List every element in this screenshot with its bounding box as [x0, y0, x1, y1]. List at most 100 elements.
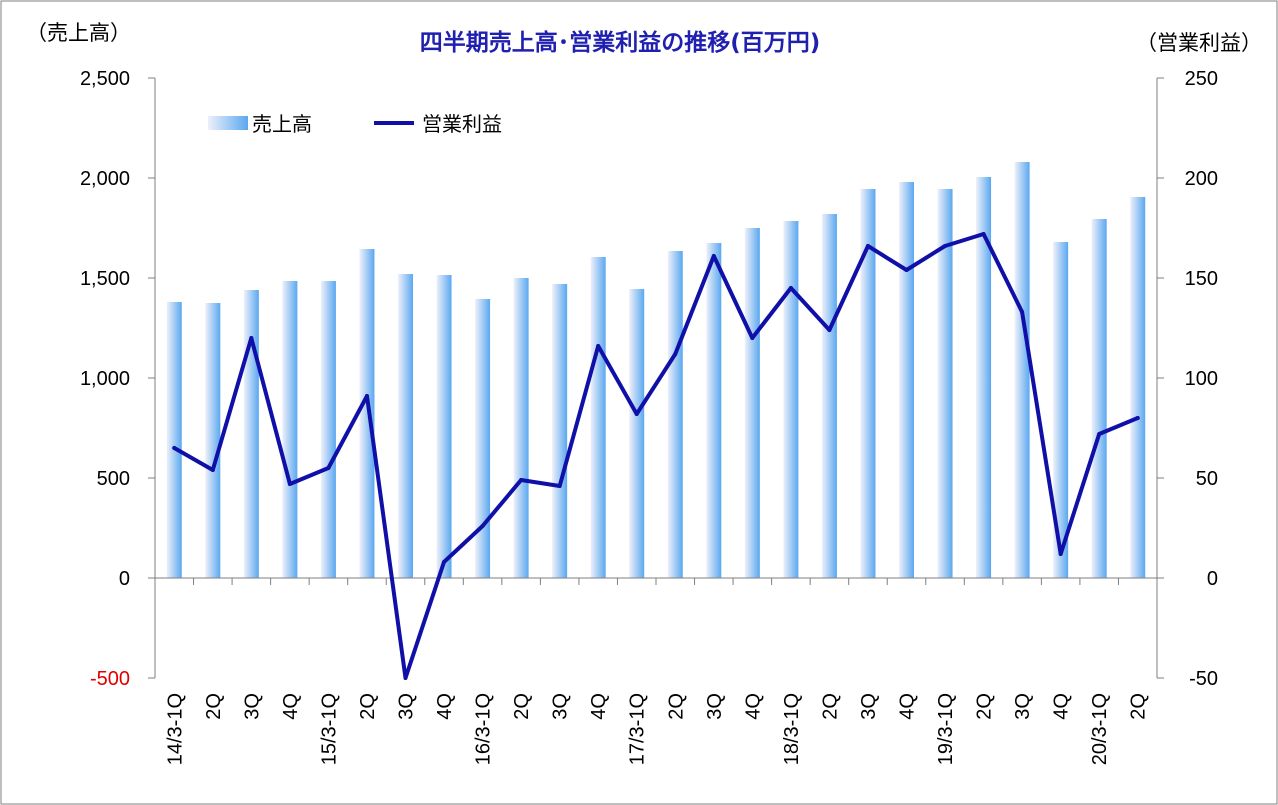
bar-2 — [205, 303, 221, 578]
category-label: 2Q — [974, 693, 996, 720]
legend-swatch-sales — [208, 116, 248, 130]
bar-26 — [1130, 197, 1146, 578]
right-tick-label: 50 — [1196, 468, 1218, 490]
profit-point-25 — [1097, 432, 1102, 436]
category-label: 2Q — [203, 693, 225, 720]
profit-point-14 — [673, 352, 678, 356]
left-axis-ticks: -500 0 500 1,000 1,500 2,000 2,500 — [80, 68, 155, 690]
category-label: 17/3-1Q — [627, 693, 649, 765]
bar-25 — [1091, 219, 1107, 578]
right-axis-unit: （営業利益） — [1136, 31, 1262, 55]
profit-point-10 — [519, 478, 524, 482]
left-tick-label: 1,000 — [80, 368, 130, 390]
bar-19 — [860, 189, 876, 578]
profit-point-12 — [596, 344, 601, 348]
category-label: 2Q — [511, 693, 533, 720]
bar-15 — [706, 243, 722, 578]
legend-label-sales: 売上高 — [252, 112, 312, 136]
category-label: 4Q — [1051, 693, 1073, 720]
bar-6 — [359, 249, 375, 578]
category-label: 14/3-1Q — [164, 693, 186, 765]
category-label: 16/3-1Q — [473, 693, 495, 765]
bar-14 — [667, 251, 683, 578]
category-label: 20/3-1Q — [1089, 693, 1111, 765]
right-tick-label: 0 — [1207, 568, 1218, 590]
category-label: 2Q — [665, 693, 687, 720]
category-label: 3Q — [858, 693, 880, 720]
bar-17 — [783, 221, 799, 578]
legend: 売上高 営業利益 — [208, 112, 502, 136]
category-label: 2Q — [819, 693, 841, 720]
category-label: 3Q — [396, 693, 418, 720]
category-label: 3Q — [1012, 693, 1034, 720]
bar-12 — [590, 257, 606, 578]
profit-point-24 — [1058, 552, 1063, 556]
profit-point-9 — [480, 524, 485, 528]
category-label: 4Q — [434, 693, 456, 720]
left-tick-label: 500 — [97, 468, 130, 490]
bar-11 — [552, 284, 568, 578]
profit-point-1 — [172, 446, 177, 450]
profit-point-2 — [210, 468, 215, 472]
profit-point-17 — [788, 286, 793, 290]
profit-point-20 — [904, 268, 909, 272]
category-label: 15/3-1Q — [318, 693, 340, 765]
bar-5 — [320, 281, 336, 578]
bar-3 — [243, 290, 259, 578]
left-tick-label: 2,000 — [80, 168, 130, 190]
right-tick-label: 100 — [1185, 368, 1218, 390]
category-labels: 14/3-1Q 2Q 3Q 4Q 15/3-1Q 2Q 3Q 4Q 16/3-1Q 2Q 3Q 4Q 1… — [164, 693, 1149, 765]
bar-23 — [1014, 162, 1030, 578]
category-label: 4Q — [280, 693, 302, 720]
profit-point-3 — [249, 336, 254, 340]
bar-1 — [166, 302, 182, 578]
profit-point-26 — [1135, 416, 1140, 420]
category-label: 3Q — [704, 693, 726, 720]
category-label: 4Q — [742, 693, 764, 720]
bar-16 — [744, 228, 760, 578]
profit-point-13 — [634, 412, 639, 416]
bar-10 — [513, 278, 529, 578]
profit-point-23 — [1020, 310, 1025, 314]
category-label: 18/3-1Q — [781, 693, 803, 765]
profit-point-18 — [827, 328, 832, 332]
sales-bars — [166, 162, 1146, 578]
right-tick-label: 200 — [1185, 168, 1218, 190]
profit-point-8 — [442, 560, 447, 564]
left-axis-unit: （売上高） — [26, 21, 131, 45]
category-label: 19/3-1Q — [935, 693, 957, 765]
profit-point-21 — [943, 244, 948, 248]
right-tick-label: 150 — [1185, 268, 1218, 290]
category-label: 4Q — [588, 693, 610, 720]
chart-title: 四半期売上高･営業利益の推移(百万円) — [420, 29, 821, 56]
bar-9 — [475, 299, 491, 578]
left-tick-label: 2,500 — [80, 68, 130, 90]
category-label: 4Q — [897, 693, 919, 720]
category-label: 2Q — [1128, 693, 1150, 720]
category-label: 3Q — [550, 693, 572, 720]
bar-21 — [937, 189, 953, 578]
right-axis-ticks: -50 0 50 100 150 200 250 — [1157, 68, 1218, 690]
left-tick-label: 0 — [119, 568, 130, 590]
bar-18 — [821, 214, 837, 578]
profit-point-6 — [364, 394, 369, 398]
bar-24 — [1053, 242, 1069, 578]
right-tick-label: -50 — [1189, 668, 1218, 690]
profit-point-7 — [403, 676, 408, 680]
profit-point-19 — [865, 244, 870, 248]
right-tick-label: 250 — [1185, 68, 1218, 90]
bar-7 — [398, 274, 413, 578]
left-tick-label: -500 — [90, 668, 130, 690]
category-label: 2Q — [357, 693, 379, 720]
legend-label-profit: 営業利益 — [422, 112, 502, 136]
profit-point-4 — [287, 482, 292, 486]
category-label: 3Q — [241, 693, 263, 720]
profit-point-16 — [750, 336, 755, 340]
profit-point-15 — [711, 254, 716, 258]
bar-8 — [436, 275, 452, 578]
bar-13 — [629, 289, 645, 578]
left-tick-label: 1,500 — [80, 268, 130, 290]
profit-point-11 — [557, 484, 562, 488]
profit-point-5 — [326, 466, 331, 470]
